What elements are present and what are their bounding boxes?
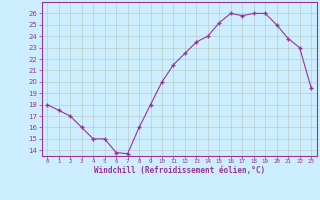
X-axis label: Windchill (Refroidissement éolien,°C): Windchill (Refroidissement éolien,°C) [94,166,265,175]
